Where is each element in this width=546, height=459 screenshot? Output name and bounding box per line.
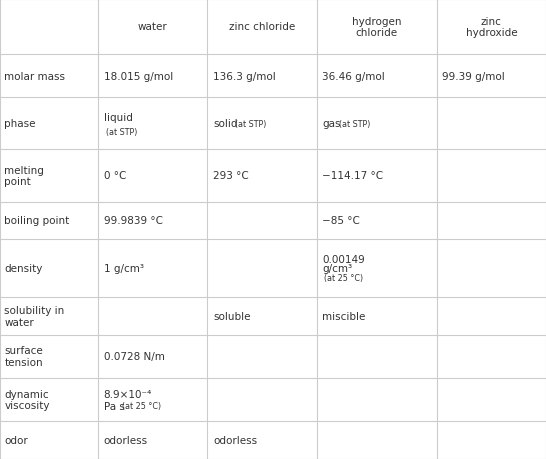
Text: 293 °C: 293 °C xyxy=(213,171,248,181)
Text: 99.39 g/mol: 99.39 g/mol xyxy=(442,72,505,82)
Text: −85 °C: −85 °C xyxy=(322,216,360,226)
Text: 1 g/cm³: 1 g/cm³ xyxy=(104,263,144,274)
Text: 136.3 g/mol: 136.3 g/mol xyxy=(213,72,276,82)
Text: density: density xyxy=(4,263,43,274)
Text: hydrogen
chloride: hydrogen chloride xyxy=(352,17,401,38)
Text: odor: odor xyxy=(4,435,28,445)
Text: (at STP): (at STP) xyxy=(235,120,266,129)
Text: odorless: odorless xyxy=(104,435,148,445)
Text: miscible: miscible xyxy=(322,311,365,321)
Text: 0.00149: 0.00149 xyxy=(322,254,365,264)
Text: 18.015 g/mol: 18.015 g/mol xyxy=(104,72,173,82)
Text: 36.46 g/mol: 36.46 g/mol xyxy=(322,72,385,82)
Text: liquid: liquid xyxy=(104,113,133,123)
Text: 0 °C: 0 °C xyxy=(104,171,126,181)
Text: 0.0728 N/m: 0.0728 N/m xyxy=(104,352,164,362)
Text: surface
tension: surface tension xyxy=(4,346,43,367)
Text: molar mass: molar mass xyxy=(4,72,66,82)
Text: gas: gas xyxy=(322,119,341,129)
Text: Pa s: Pa s xyxy=(104,401,124,411)
Text: 99.9839 °C: 99.9839 °C xyxy=(104,216,163,226)
Text: g/cm³: g/cm³ xyxy=(322,263,352,273)
Text: phase: phase xyxy=(4,119,36,129)
Text: solubility in
water: solubility in water xyxy=(4,305,64,327)
Text: dynamic
viscosity: dynamic viscosity xyxy=(4,389,50,411)
Text: odorless: odorless xyxy=(213,435,257,445)
Text: (at STP): (at STP) xyxy=(106,128,138,136)
Text: −114.17 °C: −114.17 °C xyxy=(322,171,383,181)
Text: (at STP): (at STP) xyxy=(339,120,370,129)
Text: solid: solid xyxy=(213,119,238,129)
Text: (at 25 °C): (at 25 °C) xyxy=(324,273,364,282)
Text: boiling point: boiling point xyxy=(4,216,70,226)
Text: melting
point: melting point xyxy=(4,165,44,187)
Text: water: water xyxy=(138,22,168,33)
Text: zinc chloride: zinc chloride xyxy=(229,22,295,33)
Text: soluble: soluble xyxy=(213,311,251,321)
Text: 8.9×10⁻⁴: 8.9×10⁻⁴ xyxy=(104,389,152,399)
Text: (at 25 °C): (at 25 °C) xyxy=(122,401,161,410)
Text: zinc
hydroxide: zinc hydroxide xyxy=(466,17,517,38)
